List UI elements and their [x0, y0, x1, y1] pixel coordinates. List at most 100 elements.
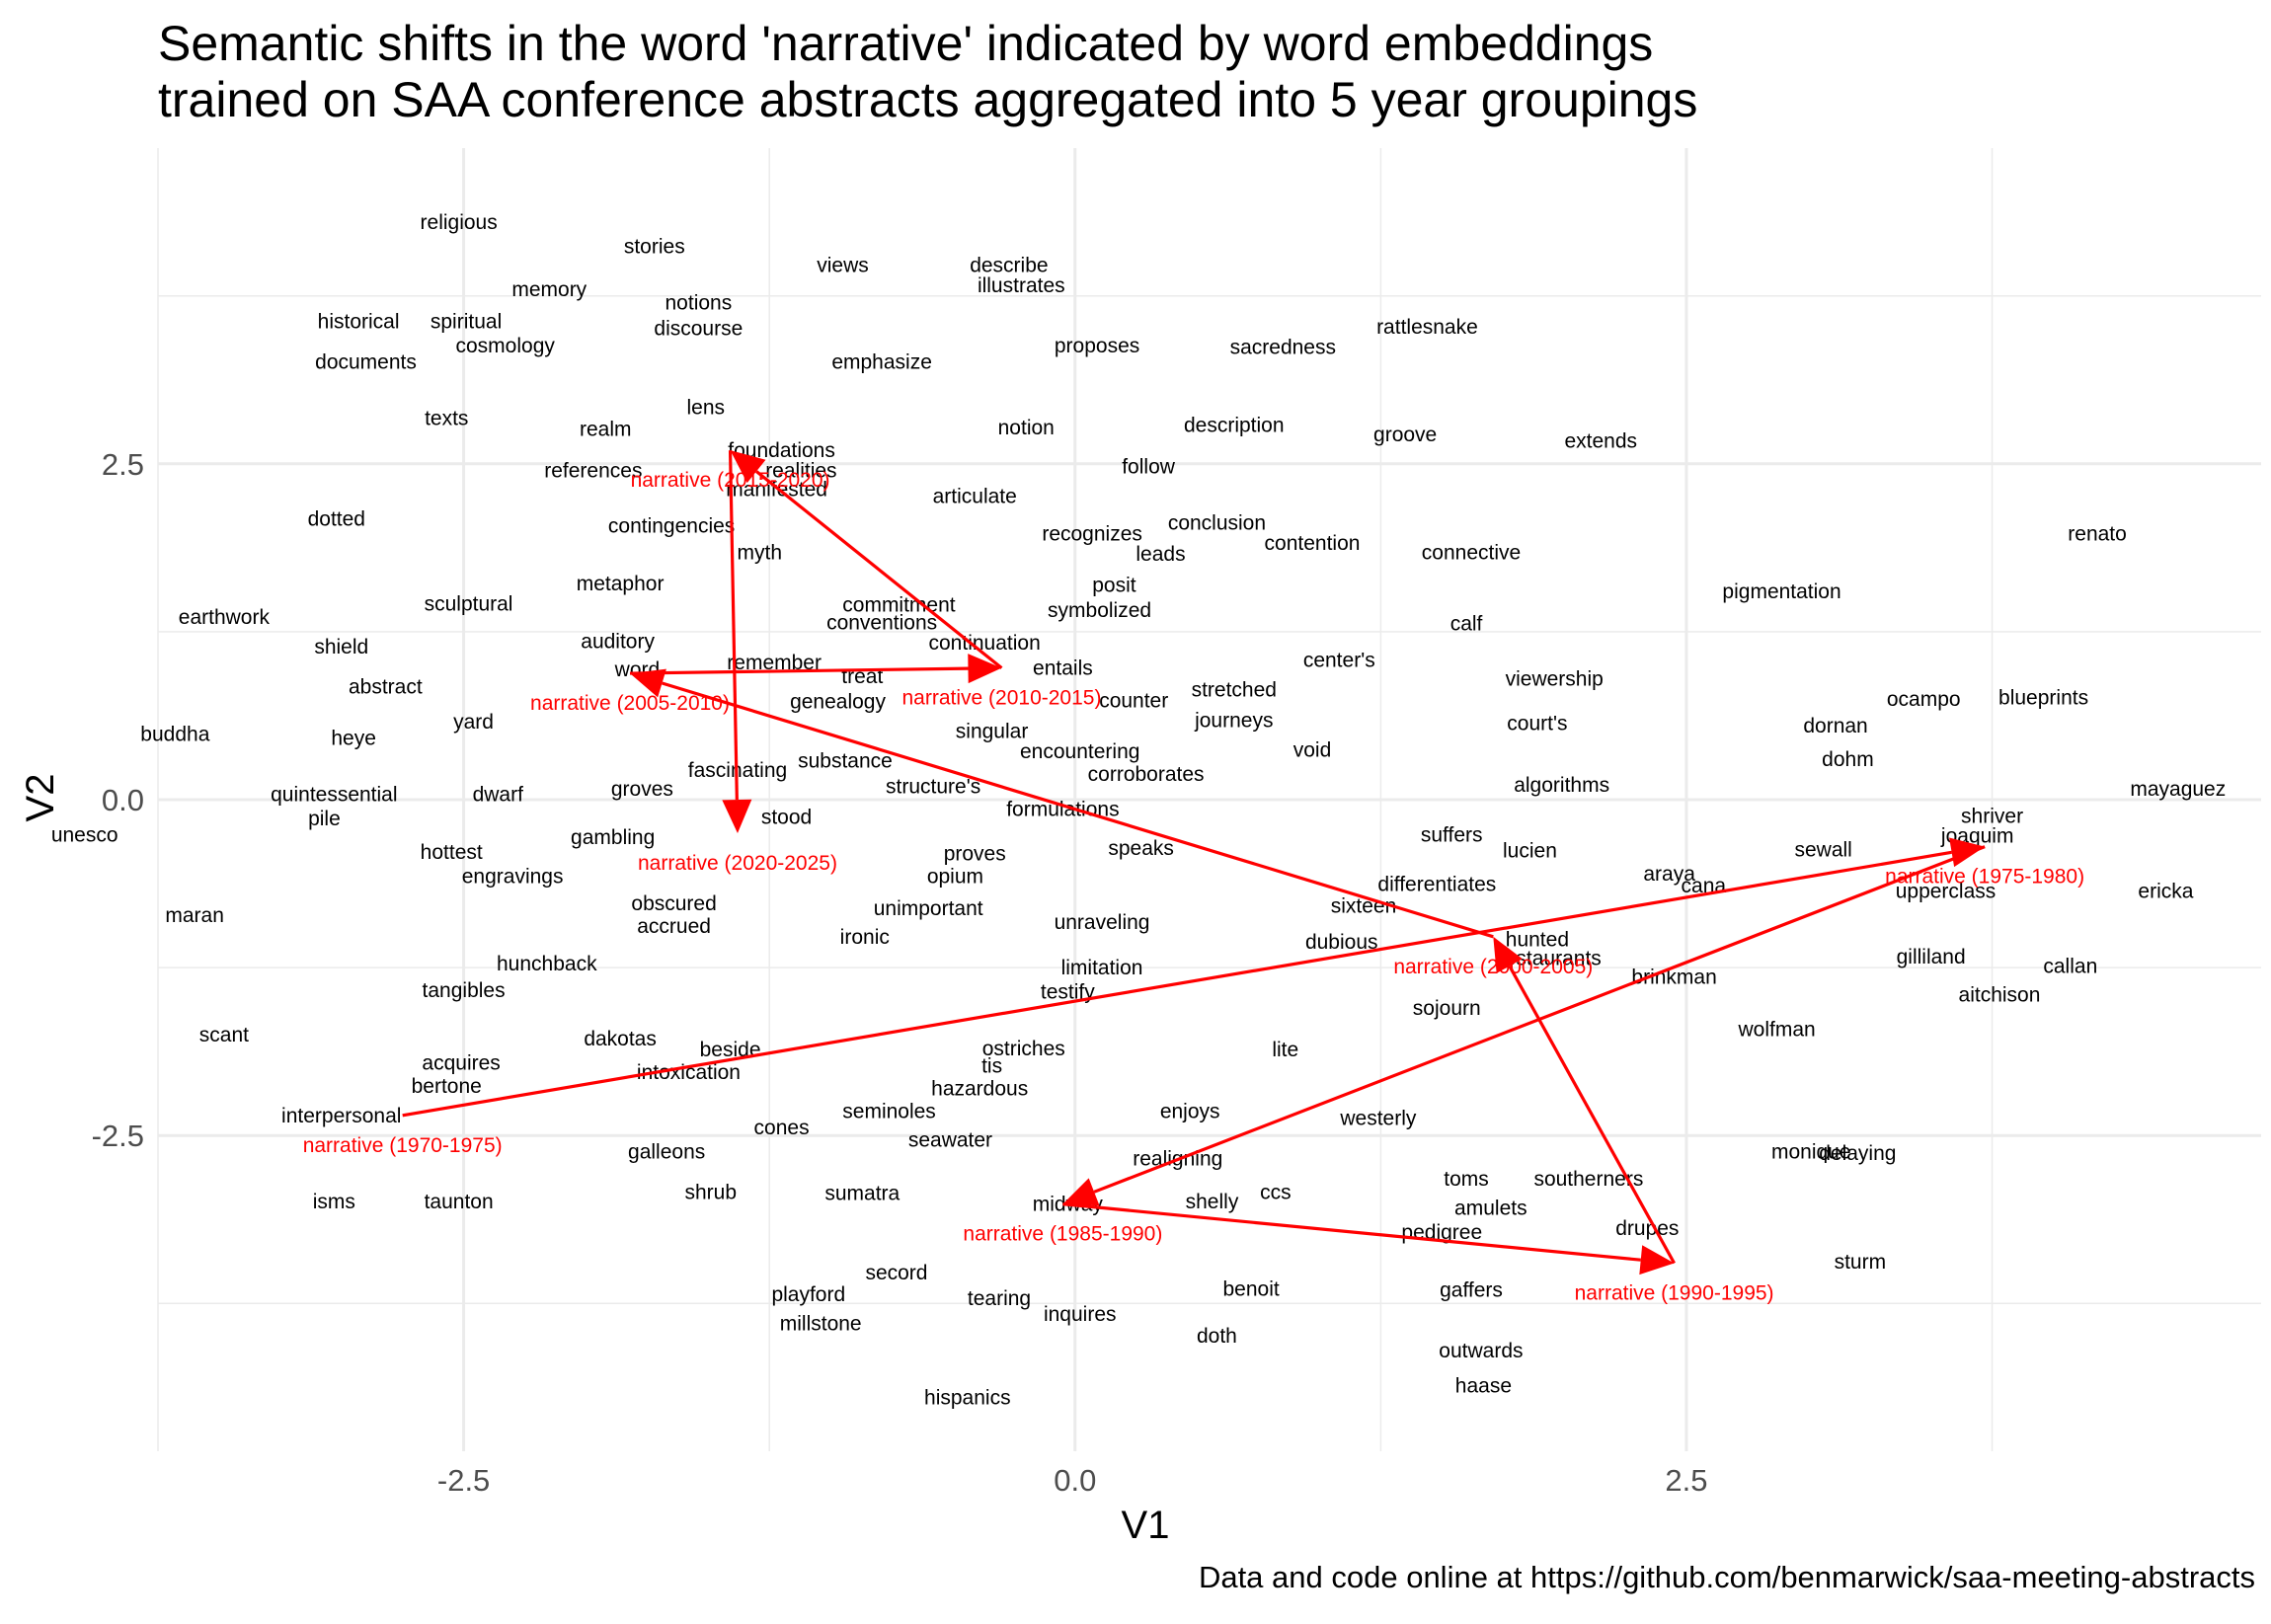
narrative-labels: narrative (1970-1975) narrative (1975-198… [303, 469, 2084, 1304]
word-label: delaying [1819, 1142, 1896, 1165]
word-label: symbolized [1048, 599, 1151, 622]
word-label: commitment [842, 594, 956, 617]
shift-arrow-head [968, 654, 1002, 684]
narrative-period-label: narrative (2020-2025) [638, 852, 837, 875]
narrative-period-label: narrative (2015-2020) [631, 469, 830, 492]
shift-arrow-head [630, 668, 666, 698]
y-tick-label: -2.5 [92, 1119, 144, 1153]
word-label: substance [798, 750, 893, 773]
shift-arrow-head [722, 799, 752, 834]
word-label: secord [865, 1262, 927, 1284]
word-label: articulate [933, 485, 1017, 507]
word-label: realm [580, 418, 632, 440]
word-label: contingencies [608, 514, 735, 537]
word-label: notion [998, 417, 1055, 439]
word-label: blueprints [1998, 687, 2088, 710]
word-label: amulets [1454, 1198, 1527, 1220]
narrative-period-label: narrative (1975-1980) [1885, 866, 2084, 889]
word-label: proposes [1055, 335, 1139, 357]
word-label: quintessential [271, 784, 397, 807]
word-label: recognizes [1042, 523, 1142, 546]
word-label: restaurants [1498, 948, 1602, 970]
word-label: myth [738, 542, 783, 565]
chart-title: Semantic shifts in the word 'narrative' … [158, 16, 1697, 128]
word-label: millstone [780, 1313, 862, 1336]
word-label: engravings [462, 866, 564, 889]
word-label: inquires [1044, 1303, 1117, 1326]
word-label: religious [421, 211, 498, 234]
word-label: center's [1303, 649, 1375, 671]
y-tick-label: 0.0 [102, 783, 144, 817]
word-labels: religious stories views describeillustrates… [51, 211, 2226, 1410]
axis-ticks: -2.5 0.0 2.5 -2.5 0.0 2.5 [92, 447, 1708, 1498]
grid-lines [157, 148, 2261, 1451]
word-label: continuation [929, 632, 1041, 655]
shift-arrow-line [1508, 965, 1676, 1265]
word-label: buddha [140, 723, 209, 745]
word-label: viewership [1506, 668, 1604, 691]
word-label: testify [1041, 981, 1095, 1004]
y-tick-label: 2.5 [102, 447, 144, 482]
word-label: remember [727, 652, 822, 674]
word-label: shield [314, 636, 368, 658]
word-label: proves [944, 842, 1006, 865]
word-label: manifested [726, 479, 827, 502]
word-label: tearing [968, 1287, 1031, 1310]
word-label: encountering [1020, 740, 1139, 763]
word-label: views [817, 254, 869, 276]
word-label: singular [956, 721, 1029, 743]
narrative-period-label: narrative (2005-2010) [530, 692, 730, 715]
chart-title-line-2: trained on SAA conference abstracts aggr… [158, 72, 1698, 127]
word-label: wolfman [1738, 1019, 1816, 1042]
word-label: tis [981, 1054, 1002, 1077]
word-label: connective [1422, 542, 1521, 565]
narrative-period-label: narrative (2010-2015) [902, 687, 1102, 710]
shift-arrow-head [730, 450, 766, 484]
shift-arrow-line [1062, 1202, 1641, 1262]
word-label: opium [927, 866, 983, 889]
word-label: lens [687, 397, 726, 420]
word-label: stories [624, 235, 685, 258]
word-label: yard [453, 711, 494, 734]
word-label: unesco [51, 823, 118, 846]
word-label: mayaguez [2130, 778, 2226, 801]
shift-arrow-head [1639, 1245, 1675, 1276]
word-label: sculptural [425, 592, 513, 615]
word-label: interpersonal [281, 1105, 401, 1127]
word-label: algorithms [1514, 774, 1609, 797]
word-label: groove [1373, 424, 1437, 446]
word-label: stood [761, 807, 812, 829]
word-label: outwards [1439, 1340, 1523, 1362]
word-label: maran [165, 904, 224, 927]
word-label: unimportant [874, 897, 983, 920]
word-label: extends [1564, 430, 1637, 453]
word-label: hunchback [497, 953, 597, 975]
word-label: leads [1136, 543, 1185, 566]
word-label: groves [611, 778, 673, 801]
word-label: hispanics [924, 1387, 1011, 1410]
word-label: suffers [1421, 823, 1483, 846]
word-label: sojourn [1413, 997, 1481, 1020]
word-label: drupes [1615, 1217, 1679, 1240]
word-label: description [1184, 414, 1285, 436]
shift-arrow-line [402, 850, 1952, 1118]
word-label: seawater [908, 1128, 992, 1151]
word-label: ocampo [1887, 688, 1961, 711]
word-label: illustrates [978, 274, 1065, 297]
word-label: references [544, 460, 642, 483]
word-label: notions [666, 291, 733, 314]
word-label: bertone [412, 1075, 482, 1098]
word-label: posit [1092, 574, 1136, 596]
word-label: earthwork [179, 606, 271, 629]
word-label: obscured [631, 892, 716, 915]
word-label: tangibles [423, 979, 506, 1002]
word-label: texts [425, 408, 468, 430]
word-label: speaks [1108, 837, 1174, 860]
word-label: calf [1450, 613, 1483, 636]
chart-title-line-1: Semantic shifts in the word 'narrative' … [158, 16, 1654, 71]
word-label: foundations [728, 439, 835, 462]
word-label: shelly [1186, 1191, 1239, 1213]
word-label: dotted [308, 508, 365, 531]
x-tick-label: 2.5 [1665, 1463, 1707, 1498]
shift-arrow-line [728, 450, 739, 801]
